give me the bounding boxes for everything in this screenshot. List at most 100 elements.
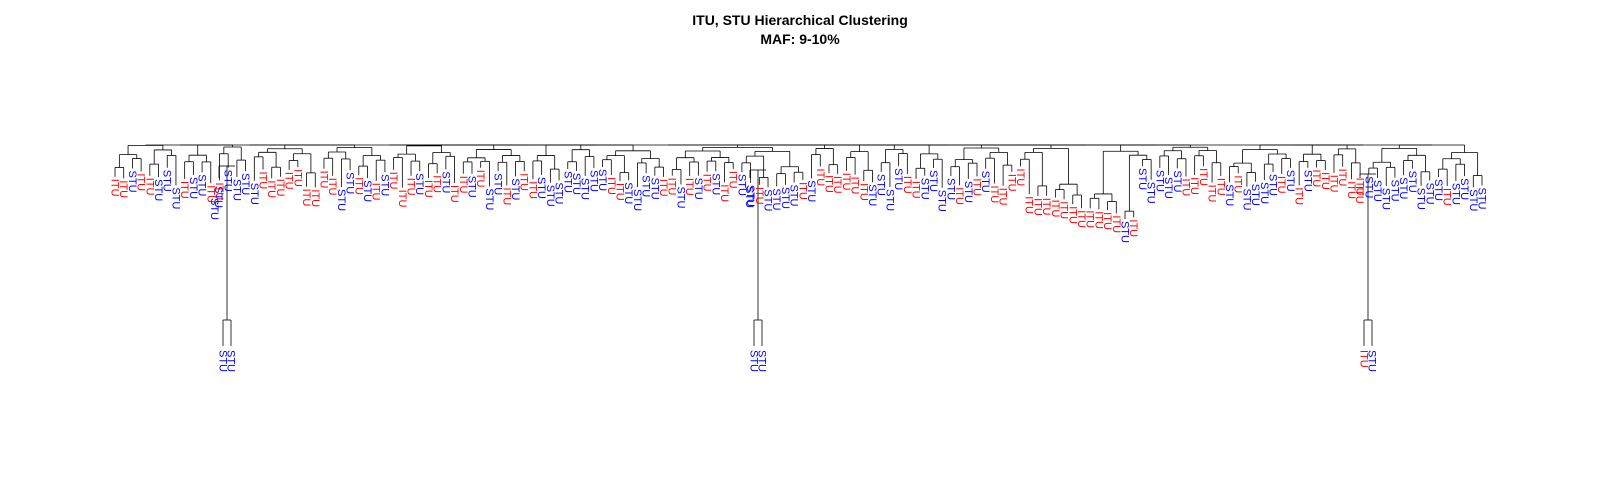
leaf-label: STU [596,169,608,191]
leaf-label: ITU [1014,169,1026,187]
leaf-label: ITU [910,181,922,199]
leaf-label: STU [378,174,390,196]
leaf-label: ITU [970,178,982,196]
leaf-label: ITU [1084,210,1096,228]
leaf-label: ITU [1214,178,1226,196]
leaf-label: ITU [614,183,626,201]
leaf-label: ITU [605,177,617,195]
leaf-label: ITU [814,169,826,187]
leaf-label: STU [1240,188,1252,210]
leaf-label: STU [744,185,756,207]
dendrogram-leaf-labels: ITUITUSTUITUITUSTUSTUSTUITUSTUSTUITUITUS… [109,168,1488,372]
leaf-label: STU [1380,188,1392,210]
leaf-label: ITU [1040,198,1052,216]
leaf-label: STU [535,177,547,199]
leaf-label: STU [1145,182,1157,204]
leaf-label: ITU [1127,219,1139,237]
leaf-label: ITU [753,187,765,205]
leaf-label: ITU [683,178,695,196]
leaf-label: STU [161,170,173,192]
outlier-pair-label: STU [225,350,237,372]
leaf-label: ITU [1188,177,1200,195]
outlier-pair-label: STU [748,350,760,372]
leaf-label: STU [875,174,887,196]
leaf-label: ITU [135,173,147,191]
leaf-label: ITU [178,181,190,199]
leaf-label: STU [883,189,895,211]
leaf-label: STU [152,179,164,201]
leaf-label: STU [805,180,817,202]
outlier-leaf-label: STU [212,186,224,208]
leaf-label: STU [1153,170,1165,192]
leaf-label: STU [208,198,220,220]
leaf-label: ITU [796,182,808,200]
leaf-label: STU [1467,189,1479,211]
leaf-label: STU [936,190,948,212]
leaf-label: STU [579,178,591,200]
leaf-label: STU [1362,176,1374,198]
leaf-label: STU [1388,180,1400,202]
leaf-label: ITU [405,178,417,196]
leaf-label: STU [509,178,521,200]
leaf-label: STU [927,170,939,192]
leaf-label: ITU [831,176,843,194]
leaf-label: ITU [143,178,155,196]
leaf-label: ITU [370,183,382,201]
leaf-label: ITU [666,178,678,196]
leaf-label: ITU [457,176,469,194]
leaf-label: ITU [526,181,538,199]
leaf-label: ITU [1275,176,1287,194]
leaf-label: ITU [1110,215,1122,233]
outlier-pair-label: STU [217,350,229,372]
leaf-label: ITU [840,173,852,191]
leaf-label: STU [1249,184,1261,206]
leaf-label: ITU [1327,175,1339,193]
chart-title: ITU, STU Hierarchical Clustering [692,12,908,28]
leaf-label: STU [222,170,234,192]
leaf-label: STU [492,173,504,195]
leaf-label: ITU [1023,196,1035,214]
leaf-label: STU [1423,183,1435,205]
leaf-label: ITU [265,180,277,198]
leaf-label: ITU [300,189,312,207]
leaf-label: ITU [1058,201,1070,219]
leaf-label: ITU [1075,210,1087,228]
leaf-label: ITU [1031,198,1043,216]
leaf-label: STU [709,173,721,195]
leaf-label: STU [439,171,451,193]
outlier-pair-label: STU [1366,350,1378,372]
leaf-label: STU [248,183,260,205]
leaf-label: STU [944,178,956,200]
leaf-label: ITU [1049,200,1061,218]
dendrogram-branches [114,144,1483,346]
leaf-label: STU [648,178,660,200]
leaf-label: STU [570,173,582,195]
chart-subtitle: MAF: 9-10% [760,31,840,47]
leaf-label: ITU [500,187,512,205]
leaf-label: STU [735,174,747,196]
outlier-pair-label: ITU [1358,350,1370,368]
leaf-label: ITU [849,177,861,195]
leaf-label: STU [187,177,199,199]
leaf-label: ITU [396,190,408,208]
leaf-label: ITU [213,182,225,200]
leaf-label: STU [553,182,565,204]
leaf-label: STU [962,181,974,203]
leaf-label: ITU [109,179,121,197]
leaf-label: STU [561,171,573,193]
leaf-label: STU [1476,187,1488,209]
leaf-label: ITU [857,183,869,201]
leaf-label: ITU [718,184,730,202]
leaf-label: STU [779,187,791,209]
leaf-label: ITU [727,171,739,189]
leaf-label: ITU [474,170,486,188]
leaf-label: ITU [901,176,913,194]
leaf-label: STU [1415,188,1427,210]
leaf-label: STU [413,173,425,195]
leaf-label: STU [622,182,634,204]
leaf-label: STU [587,170,599,192]
leaf-label: ITU [1441,188,1453,206]
leaf-label: STU [866,184,878,206]
leaf-label: ITU [387,172,399,190]
leaf-label: STU [196,174,208,196]
